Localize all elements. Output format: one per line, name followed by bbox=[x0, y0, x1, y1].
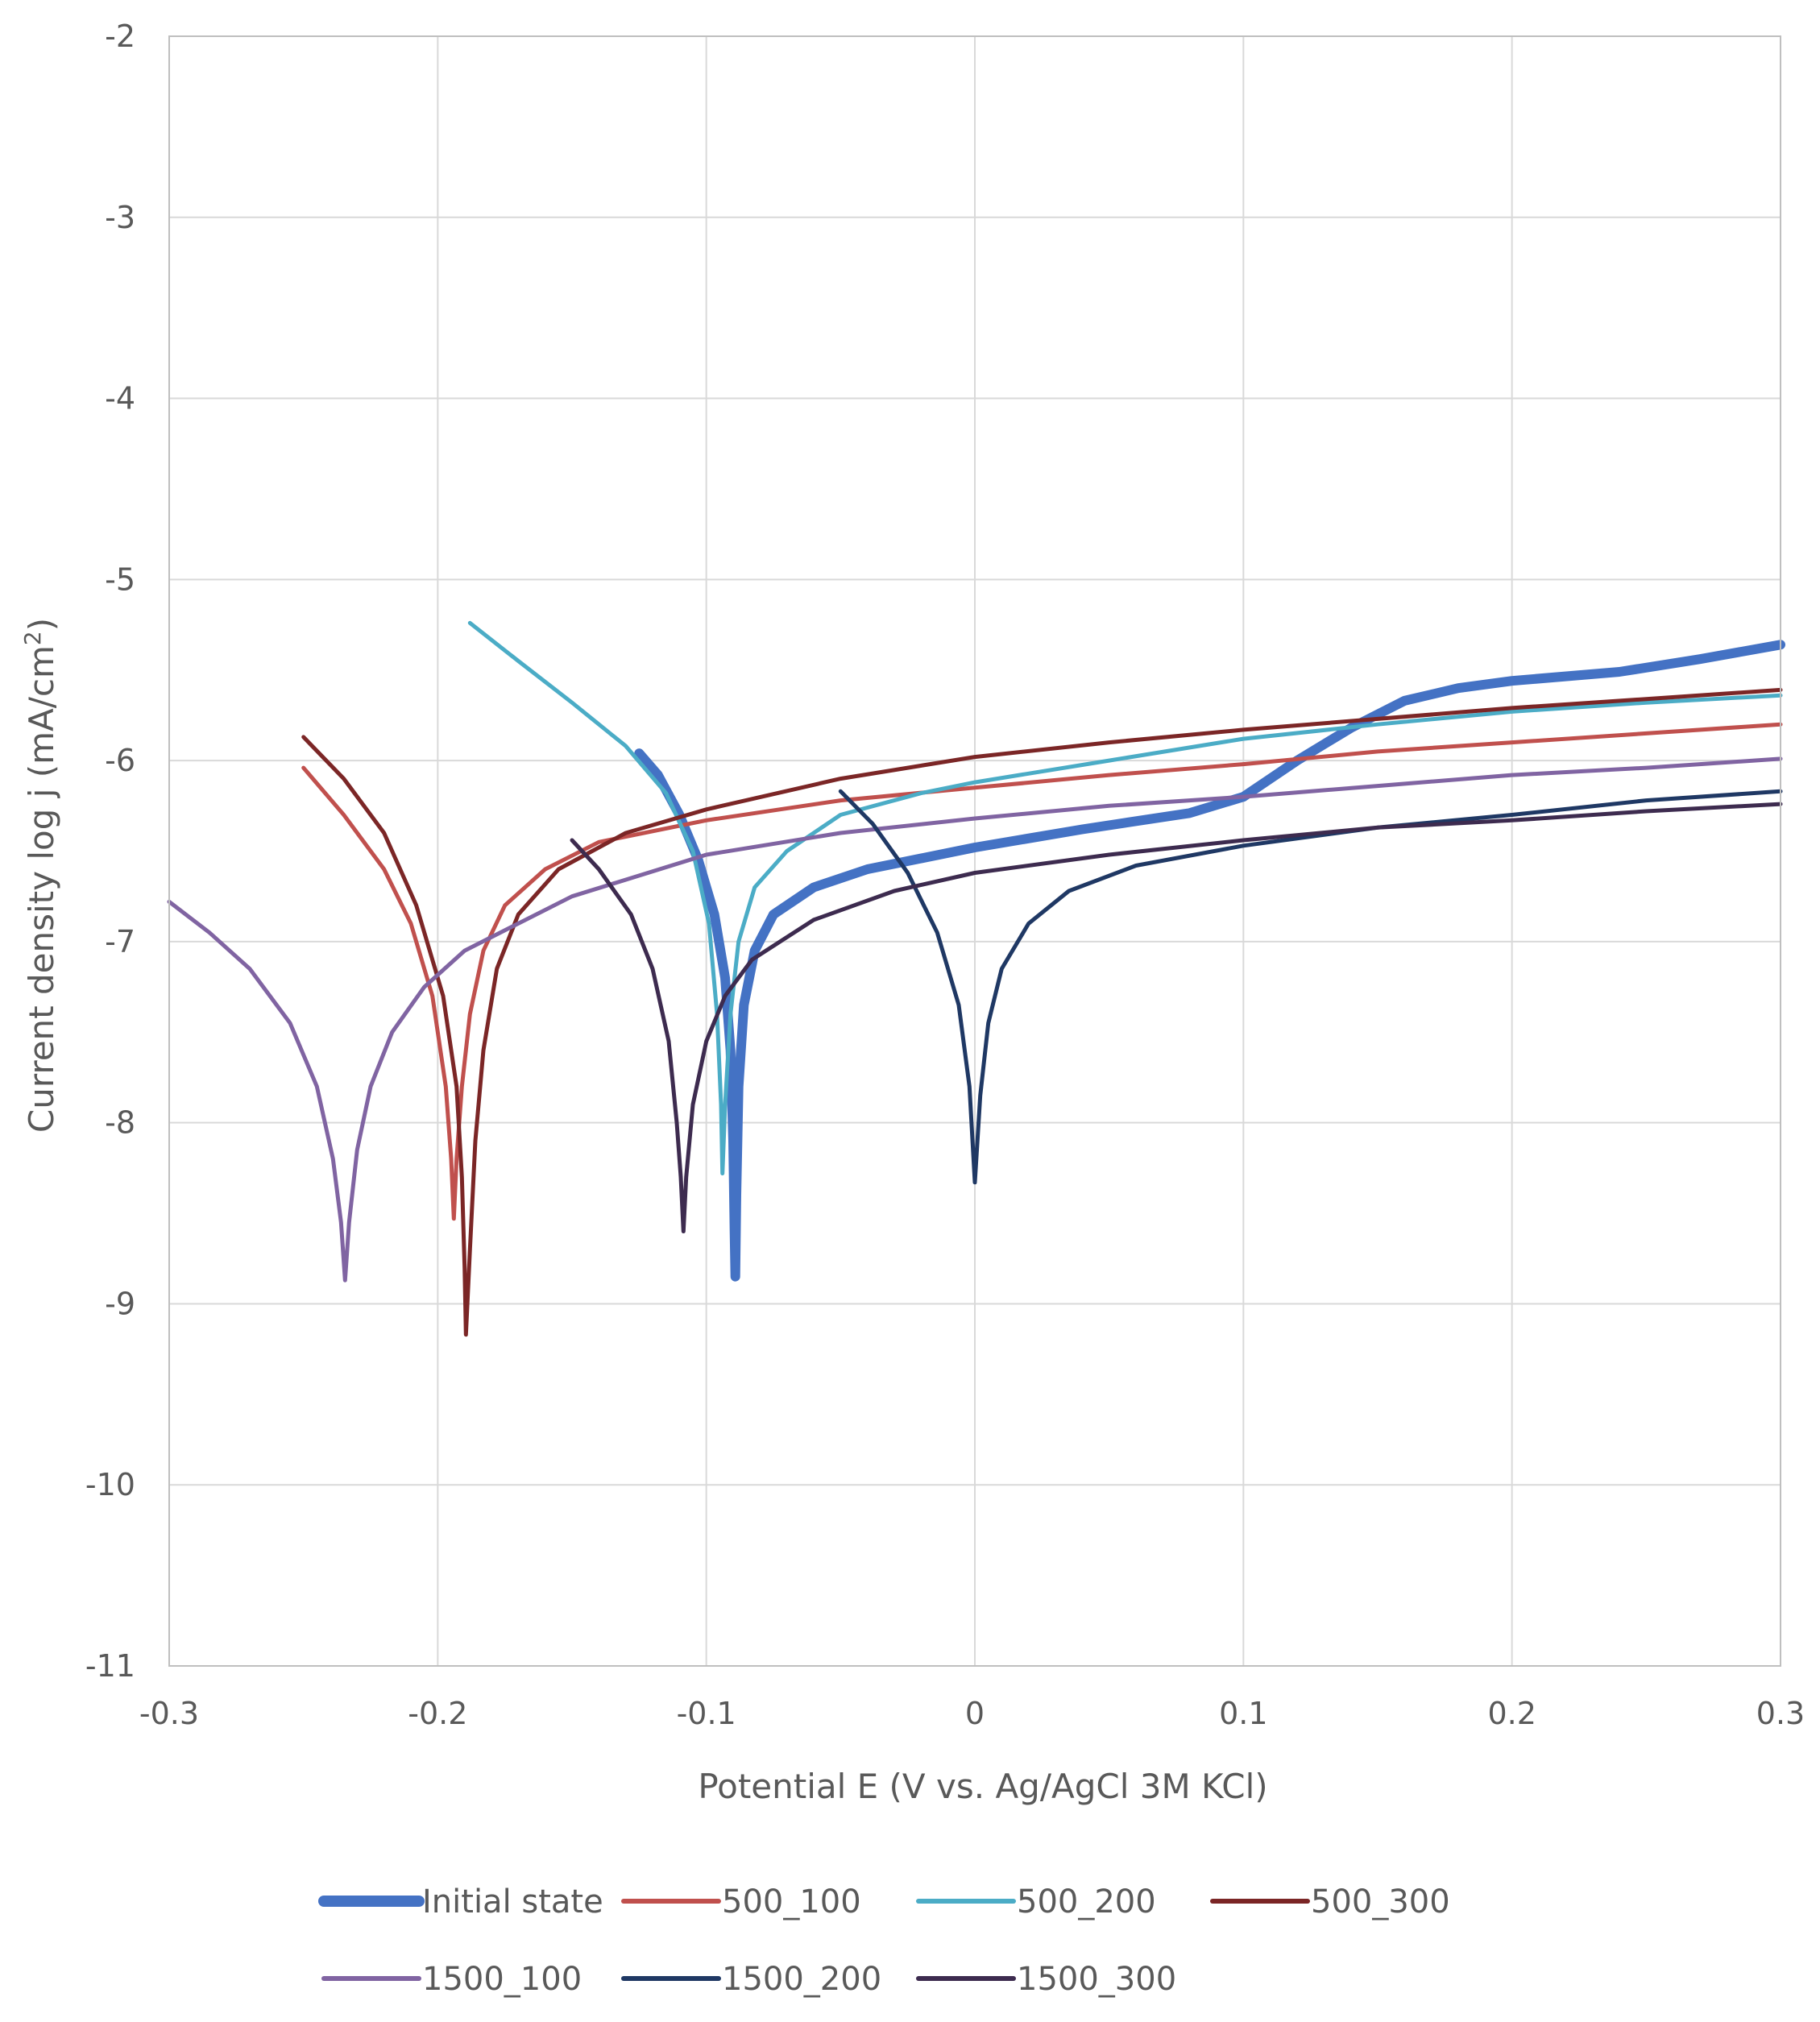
y-axis-title-end: ) bbox=[22, 618, 61, 631]
x-tick-label: 0.3 bbox=[1756, 1696, 1805, 1731]
x-tick-label: -0.1 bbox=[677, 1696, 736, 1731]
y-tick-label: -7 bbox=[105, 924, 135, 959]
x-tick-label: 0.2 bbox=[1487, 1696, 1536, 1731]
legend-item: 1500_300 bbox=[916, 1961, 1176, 1998]
y-axis-title: Current density log j (mA/cm2) bbox=[19, 618, 62, 1133]
series-line-1500_300 bbox=[570, 802, 1783, 1233]
legend-label: 500_200 bbox=[1017, 1883, 1156, 1920]
legend-item: Initial state bbox=[318, 1883, 603, 1920]
legend-label: 1500_300 bbox=[1017, 1961, 1176, 1998]
y-tick-label: -10 bbox=[85, 1467, 135, 1502]
y-tick-label: -4 bbox=[105, 381, 135, 416]
legend-label: 1500_200 bbox=[722, 1961, 881, 1998]
legend-item: 500_200 bbox=[916, 1883, 1156, 1920]
legend-label: Initial state bbox=[422, 1883, 603, 1920]
legend-label: 500_300 bbox=[1311, 1883, 1450, 1920]
y-tick-label: -6 bbox=[105, 743, 135, 778]
legend-label: 1500_100 bbox=[422, 1961, 582, 1998]
legend-item: 1500_100 bbox=[321, 1961, 582, 1998]
y-tick-label: -8 bbox=[105, 1105, 135, 1141]
x-axis-title: Potential E (V vs. Ag/AgCl 3M KCl) bbox=[698, 1767, 1267, 1806]
legend-item: 500_300 bbox=[1210, 1883, 1450, 1920]
legend: Initial state 500_100 500_200 500_300 1500_1… bbox=[318, 1883, 1450, 1998]
series-line-1500_100 bbox=[167, 756, 1783, 1282]
y-tick-label: -5 bbox=[105, 561, 135, 597]
series-line-500_300 bbox=[301, 687, 1783, 1337]
y-tick-label: -11 bbox=[85, 1648, 135, 1684]
y-tick-label: -2 bbox=[105, 19, 135, 54]
plot-area bbox=[167, 620, 1785, 1337]
legend-item: 500_100 bbox=[621, 1883, 861, 1920]
y-tick-label: -9 bbox=[105, 1286, 135, 1321]
tick-labels: -0.3 -0.2 -0.1 0 0.1 0.2 0.3 -2 -3 -4 -5 -6 -7 -8 -9 -1… bbox=[85, 19, 1805, 1731]
plot-border bbox=[168, 35, 1781, 1667]
legend-item: 1500_200 bbox=[621, 1961, 881, 1998]
x-tick-label: -0.2 bbox=[408, 1696, 467, 1731]
y-axis-title-sup: 2 bbox=[19, 631, 46, 645]
legend-label: 500_100 bbox=[722, 1883, 861, 1920]
x-tick-label: -0.3 bbox=[139, 1696, 199, 1731]
series-line-500_100 bbox=[301, 722, 1783, 1221]
x-tick-label: 0 bbox=[965, 1696, 985, 1731]
y-tick-label: -3 bbox=[105, 200, 135, 235]
x-tick-label: 0.1 bbox=[1219, 1696, 1267, 1731]
y-axis-title-main: Current density log j (mA/cm bbox=[22, 645, 61, 1133]
series-line-initial-state bbox=[634, 640, 1785, 1282]
series-line-500_200 bbox=[467, 620, 1783, 1176]
